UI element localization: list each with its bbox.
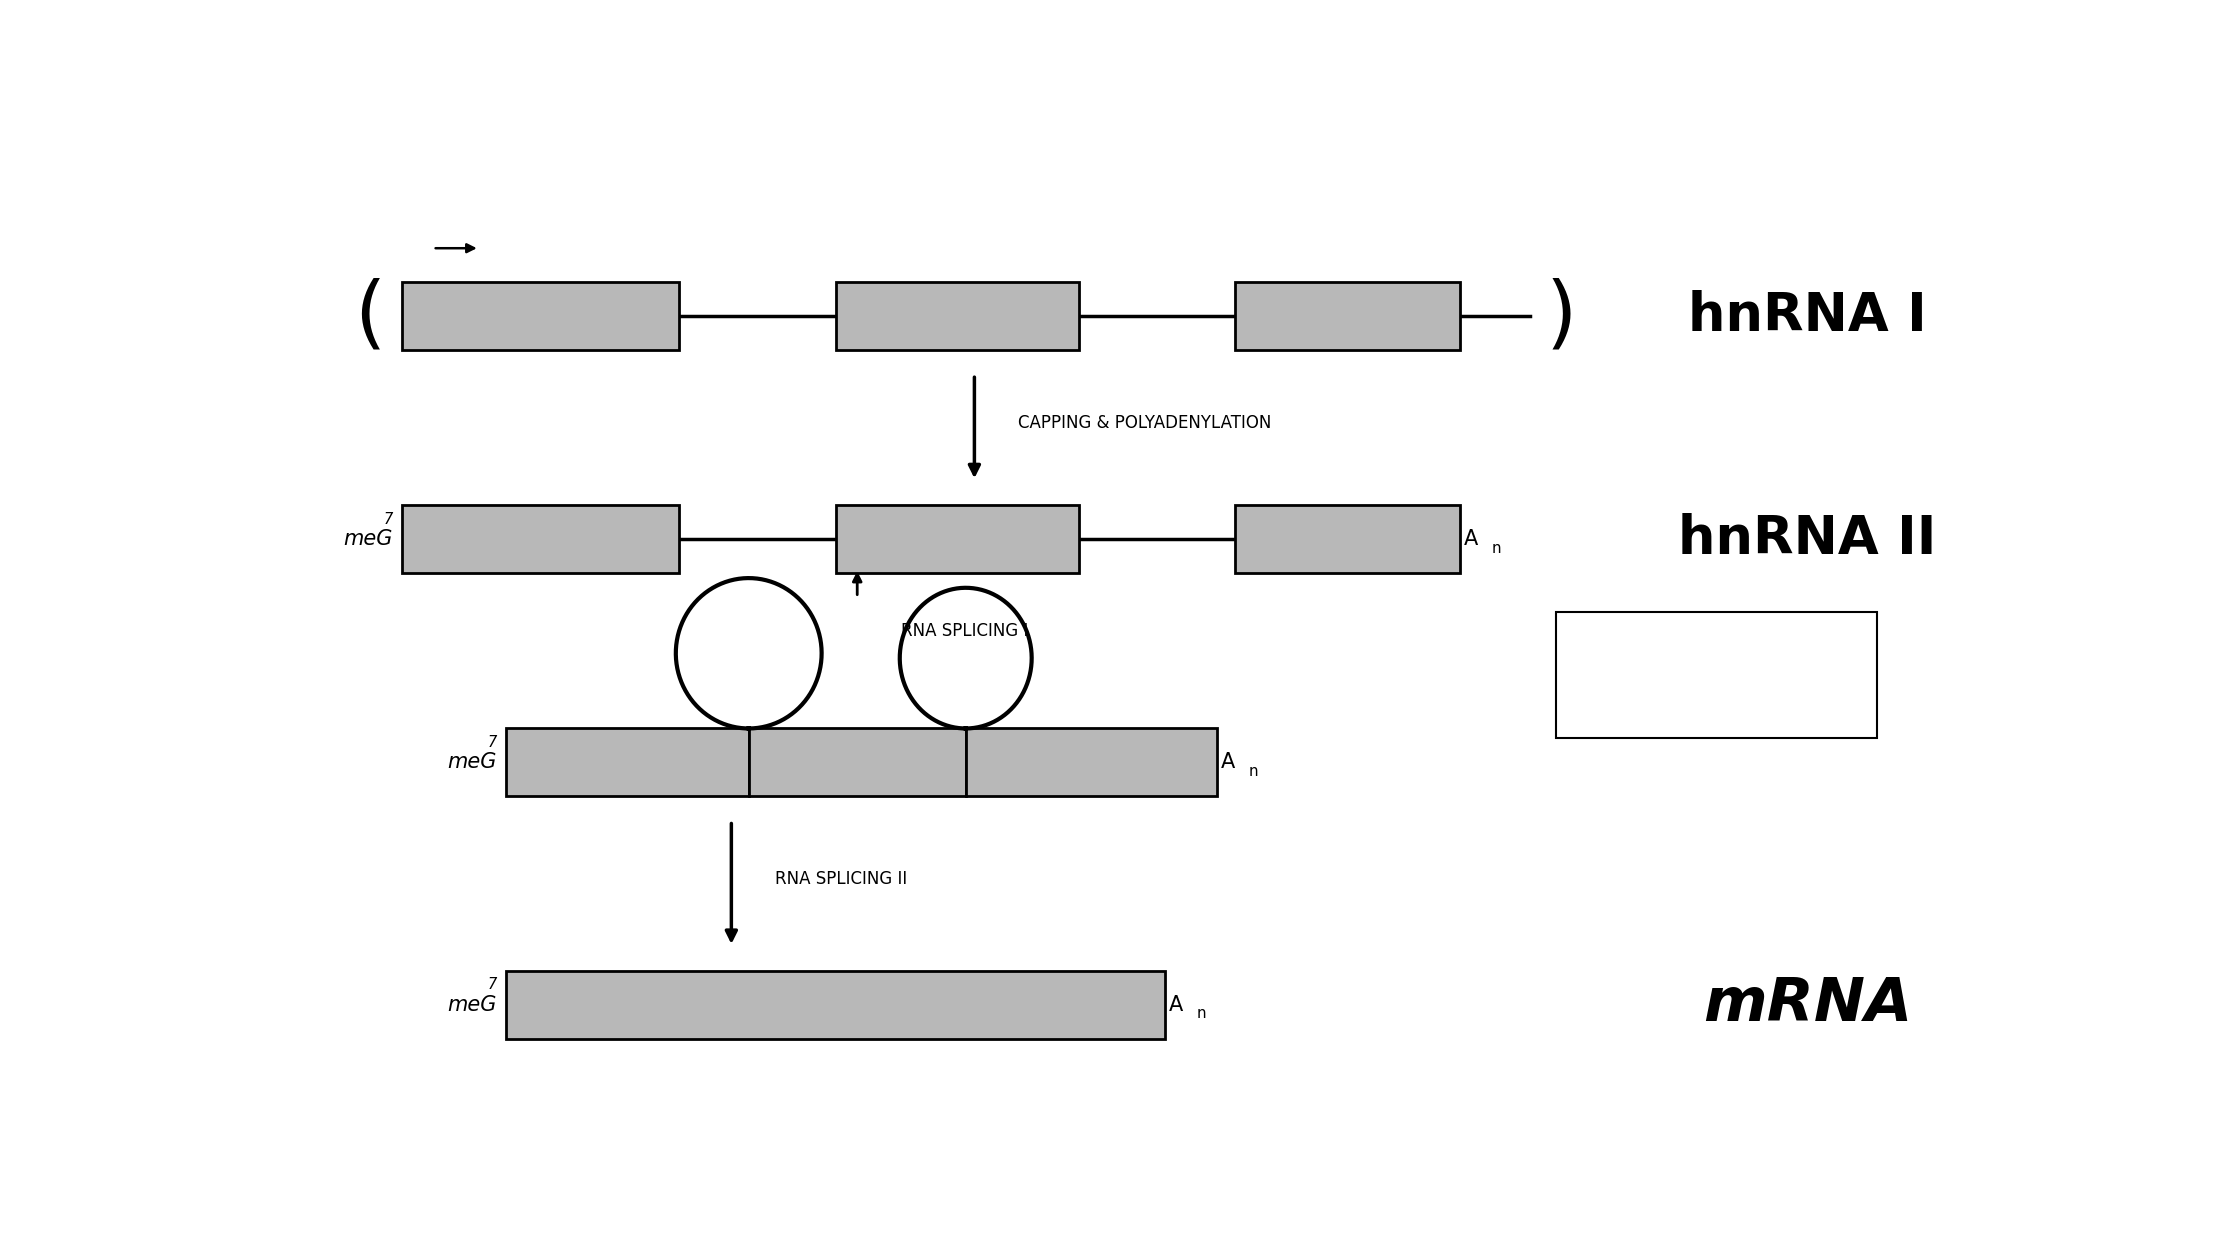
Text: n: n <box>1248 764 1259 779</box>
Text: hnRNA II: hnRNA II <box>1678 513 1938 566</box>
Bar <box>836 282 1080 350</box>
Text: A: A <box>1465 529 1478 549</box>
Bar <box>965 728 1219 796</box>
Text: n: n <box>1492 541 1501 556</box>
Bar <box>1234 505 1460 573</box>
Text: hnRNA I: hnRNA I <box>1689 290 1926 343</box>
Bar <box>748 728 965 796</box>
Text: RNA SPLICING II: RNA SPLICING II <box>775 869 907 888</box>
Bar <box>401 282 679 350</box>
Text: exon: exon <box>1727 640 1772 659</box>
Text: 7: 7 <box>488 735 497 750</box>
Bar <box>506 728 748 796</box>
Text: 7: 7 <box>488 978 497 993</box>
Bar <box>401 505 679 573</box>
Text: ): ) <box>1546 277 1577 355</box>
Text: RNA SPLICING I: RNA SPLICING I <box>900 621 1028 640</box>
Bar <box>506 971 1165 1040</box>
Text: CAPPING & POLYADENYLATION: CAPPING & POLYADENYLATION <box>1017 413 1270 432</box>
Text: meG: meG <box>448 752 497 772</box>
Bar <box>836 505 1080 573</box>
Text: (: ( <box>354 277 385 355</box>
Bar <box>1588 634 1700 665</box>
Bar <box>1557 612 1877 738</box>
Text: meG: meG <box>343 529 392 549</box>
Text: 7: 7 <box>383 512 392 527</box>
Text: mRNA: mRNA <box>1702 975 1913 1034</box>
Text: A: A <box>1169 995 1183 1016</box>
Text: intron: intron <box>1727 690 1783 709</box>
Text: meG: meG <box>448 995 497 1016</box>
Text: n: n <box>1196 1007 1205 1021</box>
Text: A: A <box>1221 752 1234 772</box>
Bar <box>1234 282 1460 350</box>
